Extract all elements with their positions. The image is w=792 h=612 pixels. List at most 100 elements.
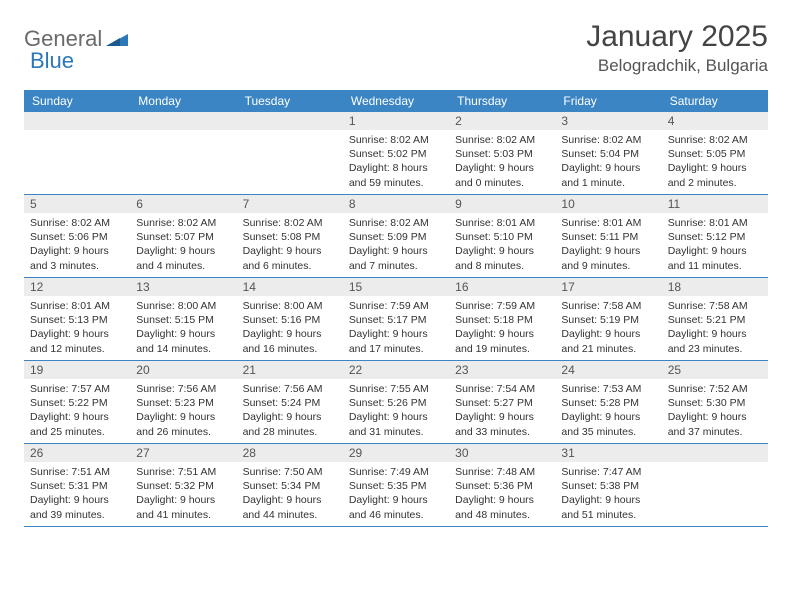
day-number: 27 bbox=[130, 444, 236, 462]
sunset-text: Sunset: 5:34 PM bbox=[243, 479, 337, 493]
sunset-text: Sunset: 5:30 PM bbox=[668, 396, 762, 410]
day-number: 13 bbox=[130, 278, 236, 296]
daylight-text: Daylight: 9 hours and 14 minutes. bbox=[136, 327, 230, 355]
sunset-text: Sunset: 5:06 PM bbox=[30, 230, 124, 244]
day-cell: 31Sunrise: 7:47 AMSunset: 5:38 PMDayligh… bbox=[555, 444, 661, 526]
day-detail: Sunrise: 7:50 AMSunset: 5:34 PMDaylight:… bbox=[237, 462, 343, 524]
day-detail: Sunrise: 8:00 AMSunset: 5:15 PMDaylight:… bbox=[130, 296, 236, 358]
daylight-text: Daylight: 9 hours and 28 minutes. bbox=[243, 410, 337, 438]
day-number: 31 bbox=[555, 444, 661, 462]
daylight-text: Daylight: 9 hours and 25 minutes. bbox=[30, 410, 124, 438]
sunset-text: Sunset: 5:05 PM bbox=[668, 147, 762, 161]
day-detail: Sunrise: 7:59 AMSunset: 5:18 PMDaylight:… bbox=[449, 296, 555, 358]
day-number bbox=[130, 112, 236, 130]
day-number: 5 bbox=[24, 195, 130, 213]
daylight-text: Daylight: 9 hours and 1 minute. bbox=[561, 161, 655, 189]
dayhead-thu: Thursday bbox=[449, 90, 555, 112]
daylight-text: Daylight: 9 hours and 39 minutes. bbox=[30, 493, 124, 521]
sunrise-text: Sunrise: 8:02 AM bbox=[30, 216, 124, 230]
day-cell: 19Sunrise: 7:57 AMSunset: 5:22 PMDayligh… bbox=[24, 361, 130, 443]
sunset-text: Sunset: 5:16 PM bbox=[243, 313, 337, 327]
day-cell: 21Sunrise: 7:56 AMSunset: 5:24 PMDayligh… bbox=[237, 361, 343, 443]
sunrise-text: Sunrise: 8:02 AM bbox=[561, 133, 655, 147]
daylight-text: Daylight: 9 hours and 21 minutes. bbox=[561, 327, 655, 355]
day-number bbox=[24, 112, 130, 130]
sunrise-text: Sunrise: 7:52 AM bbox=[668, 382, 762, 396]
sunset-text: Sunset: 5:18 PM bbox=[455, 313, 549, 327]
day-number: 7 bbox=[237, 195, 343, 213]
day-detail: Sunrise: 8:02 AMSunset: 5:08 PMDaylight:… bbox=[237, 213, 343, 275]
daylight-text: Daylight: 8 hours and 59 minutes. bbox=[349, 161, 443, 189]
daylight-text: Daylight: 9 hours and 37 minutes. bbox=[668, 410, 762, 438]
day-detail: Sunrise: 8:02 AMSunset: 5:02 PMDaylight:… bbox=[343, 130, 449, 192]
week-row: 19Sunrise: 7:57 AMSunset: 5:22 PMDayligh… bbox=[24, 361, 768, 444]
day-cell: 17Sunrise: 7:58 AMSunset: 5:19 PMDayligh… bbox=[555, 278, 661, 360]
sunrise-text: Sunrise: 7:58 AM bbox=[561, 299, 655, 313]
sunset-text: Sunset: 5:26 PM bbox=[349, 396, 443, 410]
sunrise-text: Sunrise: 7:50 AM bbox=[243, 465, 337, 479]
sunrise-text: Sunrise: 8:02 AM bbox=[243, 216, 337, 230]
day-detail: Sunrise: 8:02 AMSunset: 5:07 PMDaylight:… bbox=[130, 213, 236, 275]
sunset-text: Sunset: 5:28 PM bbox=[561, 396, 655, 410]
day-number: 29 bbox=[343, 444, 449, 462]
sunset-text: Sunset: 5:36 PM bbox=[455, 479, 549, 493]
daylight-text: Daylight: 9 hours and 48 minutes. bbox=[455, 493, 549, 521]
sunrise-text: Sunrise: 8:02 AM bbox=[455, 133, 549, 147]
day-number: 26 bbox=[24, 444, 130, 462]
day-number: 3 bbox=[555, 112, 661, 130]
sunset-text: Sunset: 5:13 PM bbox=[30, 313, 124, 327]
daylight-text: Daylight: 9 hours and 8 minutes. bbox=[455, 244, 549, 272]
sunset-text: Sunset: 5:11 PM bbox=[561, 230, 655, 244]
day-cell: 18Sunrise: 7:58 AMSunset: 5:21 PMDayligh… bbox=[662, 278, 768, 360]
daylight-text: Daylight: 9 hours and 41 minutes. bbox=[136, 493, 230, 521]
day-detail: Sunrise: 8:02 AMSunset: 5:03 PMDaylight:… bbox=[449, 130, 555, 192]
sunrise-text: Sunrise: 7:58 AM bbox=[668, 299, 762, 313]
sunrise-text: Sunrise: 8:00 AM bbox=[243, 299, 337, 313]
sunset-text: Sunset: 5:03 PM bbox=[455, 147, 549, 161]
dayhead-fri: Friday bbox=[555, 90, 661, 112]
sunset-text: Sunset: 5:35 PM bbox=[349, 479, 443, 493]
day-detail: Sunrise: 8:02 AMSunset: 5:06 PMDaylight:… bbox=[24, 213, 130, 275]
title-block: January 2025 Belogradchik, Bulgaria bbox=[586, 20, 768, 76]
day-number: 24 bbox=[555, 361, 661, 379]
daylight-text: Daylight: 9 hours and 31 minutes. bbox=[349, 410, 443, 438]
daylight-text: Daylight: 9 hours and 16 minutes. bbox=[243, 327, 337, 355]
day-cell: 25Sunrise: 7:52 AMSunset: 5:30 PMDayligh… bbox=[662, 361, 768, 443]
sunset-text: Sunset: 5:04 PM bbox=[561, 147, 655, 161]
day-detail: Sunrise: 7:55 AMSunset: 5:26 PMDaylight:… bbox=[343, 379, 449, 441]
header: General January 2025 Belogradchik, Bulga… bbox=[24, 20, 768, 76]
day-number bbox=[662, 444, 768, 462]
day-number: 19 bbox=[24, 361, 130, 379]
day-cell: 6Sunrise: 8:02 AMSunset: 5:07 PMDaylight… bbox=[130, 195, 236, 277]
day-cell: 28Sunrise: 7:50 AMSunset: 5:34 PMDayligh… bbox=[237, 444, 343, 526]
sunset-text: Sunset: 5:19 PM bbox=[561, 313, 655, 327]
sunset-text: Sunset: 5:02 PM bbox=[349, 147, 443, 161]
logo-triangle-icon bbox=[106, 28, 128, 51]
logo-part2-wrap: Blue bbox=[30, 48, 74, 74]
sunset-text: Sunset: 5:31 PM bbox=[30, 479, 124, 493]
day-cell: 10Sunrise: 8:01 AMSunset: 5:11 PMDayligh… bbox=[555, 195, 661, 277]
day-detail: Sunrise: 8:01 AMSunset: 5:11 PMDaylight:… bbox=[555, 213, 661, 275]
weeks-container: 1Sunrise: 8:02 AMSunset: 5:02 PMDaylight… bbox=[24, 112, 768, 527]
day-detail: Sunrise: 7:52 AMSunset: 5:30 PMDaylight:… bbox=[662, 379, 768, 441]
sunrise-text: Sunrise: 7:54 AM bbox=[455, 382, 549, 396]
week-row: 26Sunrise: 7:51 AMSunset: 5:31 PMDayligh… bbox=[24, 444, 768, 527]
daylight-text: Daylight: 9 hours and 26 minutes. bbox=[136, 410, 230, 438]
day-cell: 4Sunrise: 8:02 AMSunset: 5:05 PMDaylight… bbox=[662, 112, 768, 194]
sunset-text: Sunset: 5:12 PM bbox=[668, 230, 762, 244]
sunset-text: Sunset: 5:22 PM bbox=[30, 396, 124, 410]
week-row: 1Sunrise: 8:02 AMSunset: 5:02 PMDaylight… bbox=[24, 112, 768, 195]
dayhead-mon: Monday bbox=[130, 90, 236, 112]
sunrise-text: Sunrise: 7:59 AM bbox=[455, 299, 549, 313]
day-detail: Sunrise: 7:53 AMSunset: 5:28 PMDaylight:… bbox=[555, 379, 661, 441]
day-number: 4 bbox=[662, 112, 768, 130]
day-number: 28 bbox=[237, 444, 343, 462]
day-detail: Sunrise: 8:02 AMSunset: 5:04 PMDaylight:… bbox=[555, 130, 661, 192]
day-detail: Sunrise: 7:51 AMSunset: 5:31 PMDaylight:… bbox=[24, 462, 130, 524]
day-cell: 15Sunrise: 7:59 AMSunset: 5:17 PMDayligh… bbox=[343, 278, 449, 360]
dayhead-sun: Sunday bbox=[24, 90, 130, 112]
daylight-text: Daylight: 9 hours and 19 minutes. bbox=[455, 327, 549, 355]
daylight-text: Daylight: 9 hours and 44 minutes. bbox=[243, 493, 337, 521]
day-detail: Sunrise: 7:58 AMSunset: 5:21 PMDaylight:… bbox=[662, 296, 768, 358]
day-cell: 24Sunrise: 7:53 AMSunset: 5:28 PMDayligh… bbox=[555, 361, 661, 443]
